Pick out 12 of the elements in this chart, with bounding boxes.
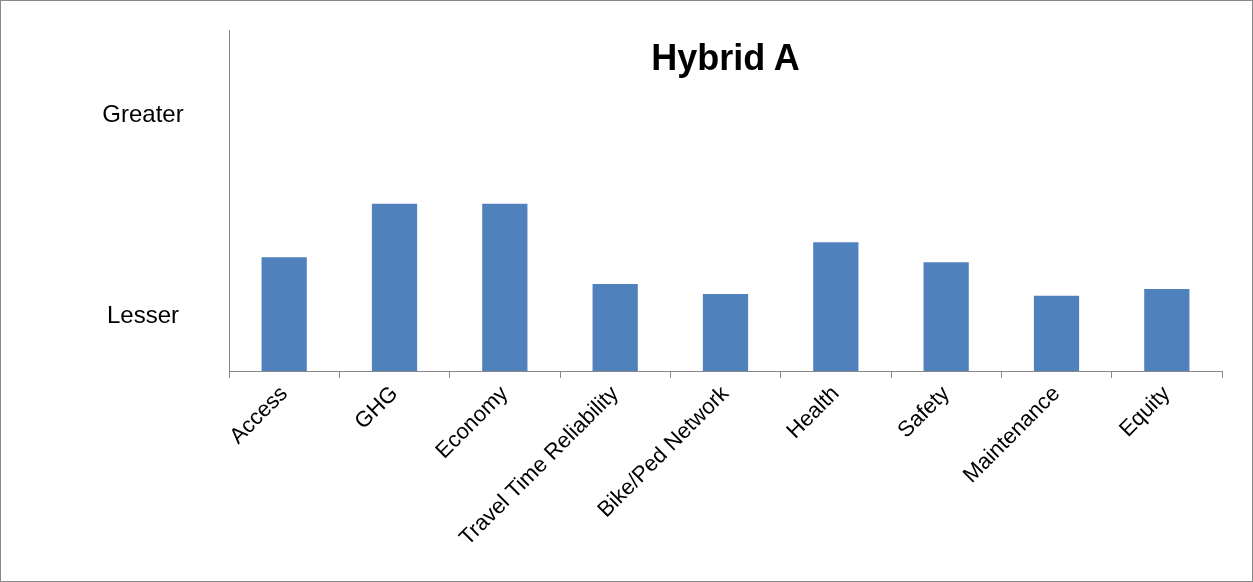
bar: [813, 242, 859, 371]
bar: [482, 203, 528, 371]
bar: [923, 262, 969, 371]
chart-title: Hybrid A: [651, 36, 800, 78]
bar: [592, 284, 638, 371]
bar: [1033, 295, 1080, 371]
bar: [371, 203, 418, 371]
bar: [702, 294, 749, 371]
text: Lesser: [106, 301, 180, 329]
text: Greater: [102, 99, 184, 127]
bar: [1144, 289, 1190, 371]
bar: [261, 257, 307, 371]
